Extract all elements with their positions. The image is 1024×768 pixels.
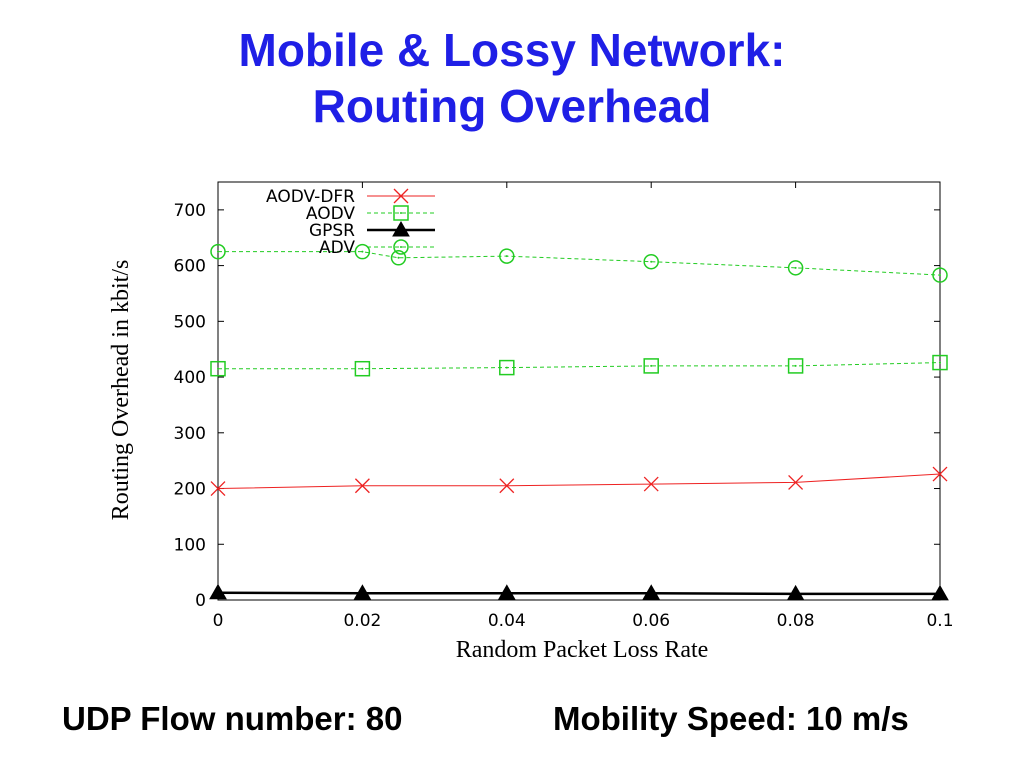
y-axis: 0 100 200 300 400 500 600 700 — [174, 201, 940, 611]
point-marker-square — [932, 354, 948, 371]
plot-frame — [217, 181, 941, 601]
y-tick-label: 600 — [174, 257, 206, 277]
series-aodv-dfr — [210, 466, 948, 496]
series-adv — [210, 243, 948, 283]
point-marker-square — [210, 360, 226, 377]
point-marker-circle — [390, 250, 407, 266]
y-tick-label: 700 — [174, 201, 206, 221]
series-line-aodv-dfr — [217, 473, 941, 490]
series-aodv — [210, 354, 948, 377]
point-marker-x — [499, 478, 515, 494]
y-tick-label: 500 — [174, 312, 206, 332]
point-marker-circle — [643, 253, 659, 270]
legend-label-aodv-dfr: AODV-DFR — [266, 187, 355, 207]
x-tick-label: 0.02 — [343, 611, 381, 631]
series-layer — [209, 243, 949, 601]
point-marker-square — [787, 358, 804, 374]
point-marker-square — [499, 359, 515, 376]
udp-flow-label: UDP Flow number: 80 — [62, 700, 403, 737]
x-tick-label: 0.04 — [488, 611, 526, 631]
point-marker-x — [643, 476, 659, 492]
y-tick-label: 0 — [195, 591, 206, 611]
series-line-aodv — [218, 362, 941, 370]
slide-title-line2: Routing Overhead — [312, 80, 712, 132]
point-marker-circle — [932, 267, 948, 283]
point-marker-triangle — [497, 584, 516, 600]
point-marker-triangle — [392, 220, 410, 237]
point-marker-circle — [210, 243, 226, 260]
point-marker-triangle — [642, 584, 661, 600]
x-tick-label: 0.06 — [632, 611, 670, 631]
y-tick-label: 300 — [174, 424, 206, 444]
legend-label-aodv: AODV — [306, 204, 356, 224]
point-marker-circle — [499, 248, 515, 264]
point-marker-x — [393, 188, 409, 204]
x-tick-label: 0.1 — [926, 611, 953, 631]
point-marker-circle — [393, 239, 409, 255]
point-marker-triangle — [209, 583, 227, 600]
point-marker-triangle — [931, 584, 949, 601]
series-gpsr — [209, 583, 949, 601]
point-marker-triangle — [353, 584, 372, 600]
legend-label-adv: ADV — [319, 238, 355, 258]
point-marker-square — [393, 205, 409, 221]
point-marker-square — [354, 360, 371, 377]
point-marker-square — [643, 358, 659, 374]
point-marker-x — [788, 474, 804, 490]
y-tick-label: 200 — [174, 480, 206, 500]
slide-title-line1: Mobile & Lossy Network: — [238, 24, 786, 76]
x-axis-label: Random Packet Loss Rate — [456, 637, 709, 663]
slide-title: Mobile & Lossy Network: Routing Overhead — [0, 22, 1024, 134]
x-tick-label: 0 — [213, 611, 224, 631]
y-tick-label: 400 — [174, 368, 206, 388]
point-marker-x — [932, 466, 948, 482]
point-marker-x — [210, 481, 226, 496]
point-marker-circle — [787, 260, 804, 276]
point-marker-triangle — [786, 584, 805, 601]
point-marker-circle — [354, 243, 371, 260]
mobility-speed-label: Mobility Speed: 10 m/s — [553, 700, 909, 737]
y-axis-label: Routing Overhead in kbit/s — [108, 260, 134, 521]
x-axis: 0 0.02 0.04 0.06 0.08 0.1 — [213, 182, 954, 631]
x-tick-label: 0.08 — [777, 611, 815, 631]
y-tick-label: 100 — [174, 535, 206, 555]
point-marker-x — [354, 478, 370, 494]
legend-label-gpsr: GPSR — [309, 221, 355, 241]
series-line-gpsr — [217, 591, 940, 596]
